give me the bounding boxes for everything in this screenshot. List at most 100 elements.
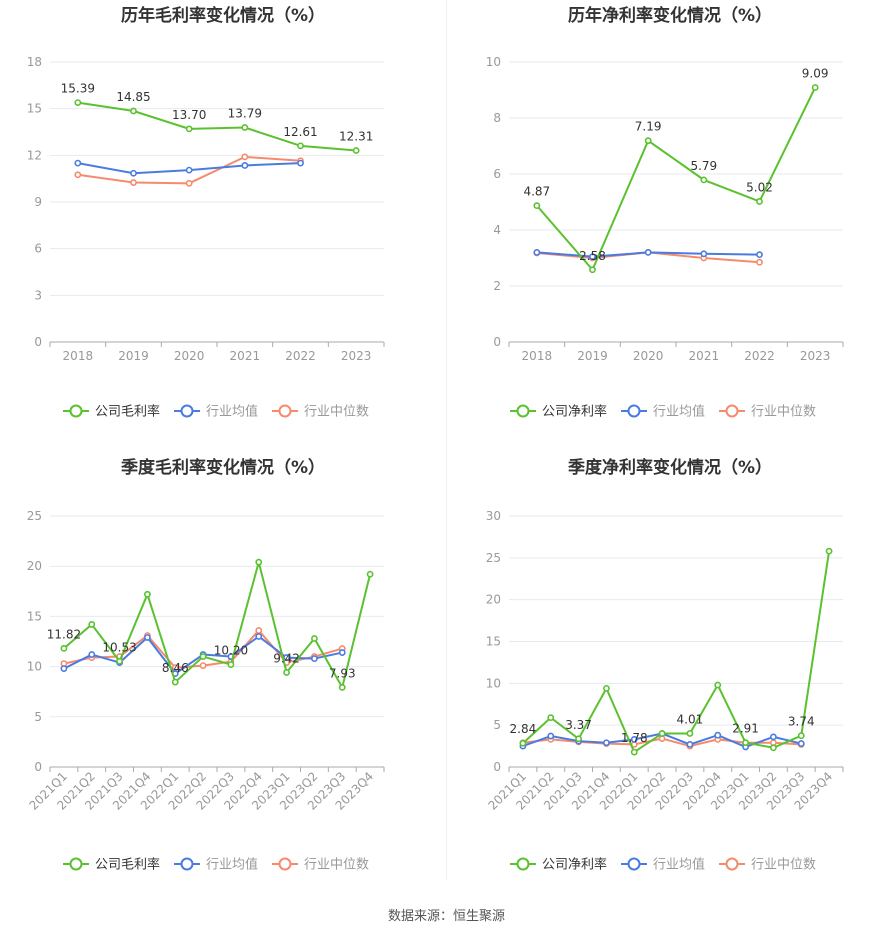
data-label: 14.85	[116, 90, 150, 104]
data-point-avg	[297, 159, 304, 167]
y-tick-label: 3	[34, 288, 42, 302]
legend-swatch-marker	[180, 857, 194, 871]
data-point-avg	[770, 733, 777, 741]
data-label: 7.19	[635, 120, 662, 134]
data-point-avg	[241, 162, 249, 169]
data-point-avg	[185, 166, 193, 174]
y-tick-label: 12	[27, 148, 42, 162]
data-point-company	[756, 198, 763, 205]
data-label: 3.74	[788, 715, 815, 729]
data-point-avg	[686, 741, 694, 748]
chart-title: 季度毛利率变化情况（%）	[121, 457, 325, 478]
data-point-company	[686, 730, 694, 737]
data-point-median	[74, 171, 82, 179]
data-point-median	[130, 179, 137, 186]
data-point-avg	[630, 735, 638, 743]
data-point-company	[116, 657, 123, 665]
data-point-avg	[700, 250, 708, 258]
x-tick-label: 2019	[118, 349, 149, 363]
y-tick-label: 4	[493, 223, 501, 237]
data-point-avg	[714, 731, 722, 739]
data-point-company	[589, 266, 596, 274]
data-point-avg	[74, 159, 82, 167]
y-tick-label: 10	[27, 660, 42, 674]
legend-label: 公司毛利率	[95, 404, 160, 420]
chart-title: 历年净利率变化情况（%）	[568, 5, 772, 26]
chart-title: 历年毛利率变化情况（%）	[121, 5, 325, 26]
data-point-avg	[311, 655, 318, 662]
legend-swatch-marker	[627, 857, 641, 871]
data-point-median	[185, 179, 193, 187]
series-line-company	[536, 87, 817, 271]
data-point-avg	[547, 732, 555, 740]
data-point-avg	[533, 248, 541, 256]
data-point-median	[255, 627, 263, 634]
data-point-company	[603, 684, 610, 692]
data-label: 4.01	[677, 712, 704, 726]
data-point-company	[770, 744, 777, 752]
data-point-company	[144, 590, 151, 598]
data-point-company	[825, 547, 833, 555]
y-tick-label: 5	[493, 718, 501, 732]
data-point-company	[227, 661, 235, 668]
legend-label: 公司净利率	[542, 404, 607, 420]
x-tick-label: 2020	[633, 349, 664, 363]
y-tick-label: 5	[34, 710, 42, 724]
legend-swatch-marker	[278, 857, 292, 871]
data-label: 9.42	[273, 651, 300, 665]
quarterly-gross-margin-chart: 季度毛利率变化情况（%） 0 5 10 15 20 25 2021Q1 2021Q2 2021Q3…	[0, 452, 446, 902]
chart-svg: 历年毛利率变化情况（%） 0 3 6 9 12 15 18 2018 2019 2020 2021 20…	[27, 5, 385, 420]
y-tick-label: 2	[493, 279, 501, 293]
x-tick-label: 2022	[744, 349, 775, 363]
legend-label: 行业中位数	[751, 405, 816, 420]
legend-label: 行业中位数	[751, 858, 816, 873]
panel-divider	[446, 0, 447, 880]
data-label: 11.82	[47, 627, 81, 641]
x-tick-label: 2020	[174, 349, 205, 363]
data-label: 2.58	[579, 249, 606, 263]
data-point-median	[241, 153, 249, 161]
data-source: 数据来源：恒生聚源	[387, 909, 505, 924]
data-point-avg	[644, 248, 652, 256]
y-tick-label: 15	[27, 609, 42, 623]
data-point-company	[255, 558, 263, 566]
y-tick-label: 18	[27, 55, 42, 69]
data-point-company	[366, 570, 374, 578]
y-tick-label: 6	[34, 242, 42, 256]
x-tick-label: 2023	[800, 349, 831, 363]
y-tick-label: 8	[493, 111, 501, 125]
chart-svg: 季度净利率变化情况（%）0510152025302021Q12021Q22021…	[485, 457, 844, 873]
data-label: 5.79	[690, 159, 717, 173]
y-tick-label: 15	[486, 635, 501, 649]
y-tick-label: 30	[486, 509, 501, 523]
legend-label: 公司净利率	[542, 857, 607, 873]
data-point-company	[283, 669, 290, 676]
data-point-company	[297, 142, 304, 150]
data-point-avg	[756, 251, 763, 259]
data-point-company	[658, 730, 666, 737]
data-label: 10.20	[214, 644, 248, 658]
data-label: 10.53	[102, 640, 136, 654]
legend-swatch-marker	[627, 404, 641, 418]
y-tick-label: 0	[493, 760, 501, 774]
data-point-company	[700, 176, 708, 184]
legend-swatch-marker	[69, 857, 83, 871]
data-label: 2.91	[732, 722, 759, 736]
data-point-company	[130, 107, 137, 115]
data-point-avg	[130, 169, 137, 177]
data-point-company	[575, 735, 582, 743]
y-tick-label: 0	[34, 335, 42, 349]
series-line-company	[522, 550, 831, 754]
data-label: 3.37	[565, 718, 592, 732]
legend-label: 行业均值	[653, 857, 705, 873]
data-point-company	[797, 732, 805, 740]
data-point-company	[311, 635, 318, 642]
data-point-avg	[60, 665, 68, 673]
x-tick-label: 2022	[285, 349, 316, 363]
x-tick-label: 2023	[341, 349, 372, 363]
data-point-company	[644, 137, 652, 145]
data-point-company	[74, 99, 82, 106]
data-point-company	[547, 714, 555, 722]
data-point-avg	[797, 740, 805, 747]
legend-label: 行业均值	[206, 404, 258, 420]
